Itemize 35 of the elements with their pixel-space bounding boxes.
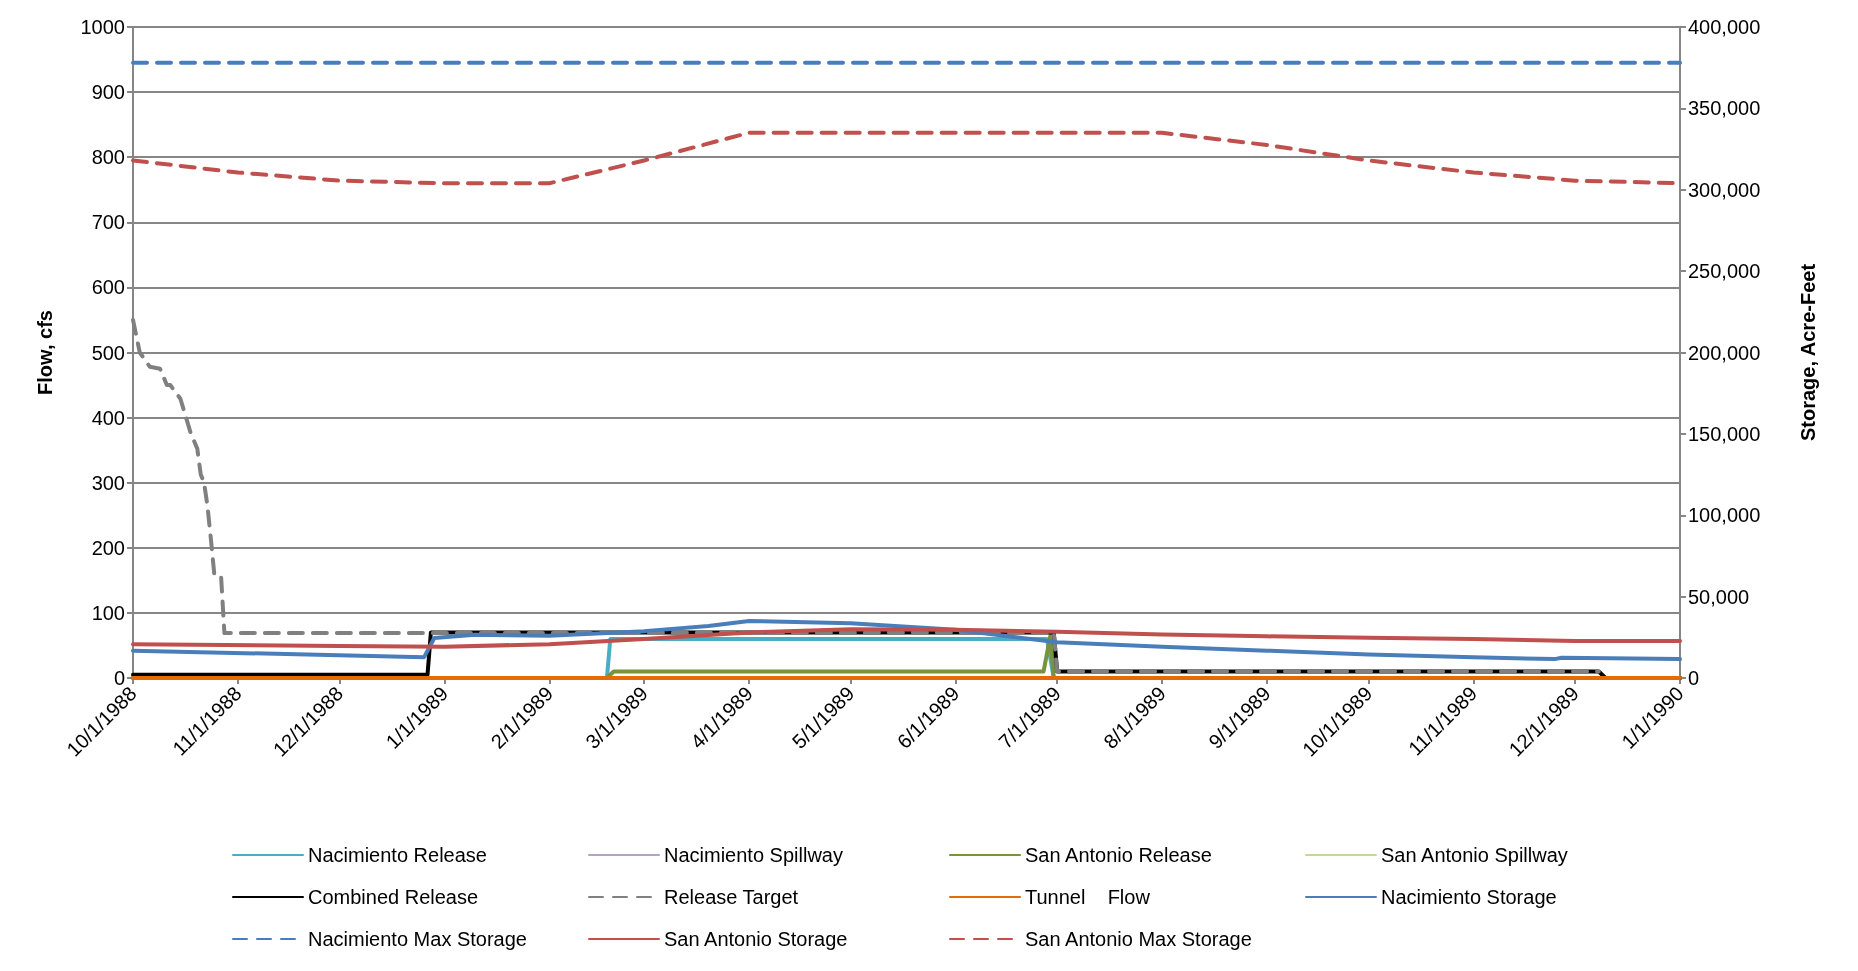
y2-tick-label: 250,000 (1688, 260, 1761, 283)
y-tick-label: 700 (91, 211, 125, 234)
y2-tick-label: 50,000 (1688, 585, 1750, 608)
y-tick-label: 1000 (80, 16, 125, 38)
y-tick-label: 500 (91, 341, 125, 364)
y-tick-label: 900 (91, 81, 125, 104)
y-axis-title: Flow, cfs (34, 310, 56, 395)
y-tick-label: 600 (91, 276, 125, 299)
legend-label: Nacimiento Spillway (664, 844, 843, 866)
y2-tick-label: 150,000 (1688, 422, 1761, 445)
y2-tick-label: 0 (1688, 667, 1700, 689)
legend-label: Release Target (664, 886, 799, 908)
y2-tick-label: 100,000 (1688, 504, 1761, 527)
y2-tick-label: 350,000 (1688, 97, 1761, 120)
y-tick-label: 300 (91, 471, 125, 494)
y-tick-label: 0 (113, 667, 125, 689)
y-tick-label: 200 (91, 536, 125, 559)
y2-tick-label: 200,000 (1688, 341, 1761, 364)
legend-label: San Antonio Release (1025, 844, 1212, 866)
legend-label: San Antonio Max Storage (1025, 928, 1252, 950)
legend-label: Nacimiento Storage (1381, 886, 1557, 908)
line-series (131, 627, 1682, 649)
y2-tick-label: 400,000 (1688, 16, 1761, 38)
legend-label: Tunnel Flow (1025, 886, 1151, 908)
line-series (131, 619, 1682, 662)
legend-label: Nacimiento Max Storage (308, 928, 527, 950)
y2-tick-label: 300,000 (1688, 178, 1761, 201)
legend-label: San Antonio Spillway (1381, 844, 1568, 866)
y2-axis-title: Storage, Acre-Feet (1797, 263, 1819, 442)
legend-label: Nacimiento Release (308, 844, 487, 866)
legend-label: Combined Release (308, 886, 479, 908)
legend-label: San Antonio Storage (664, 928, 848, 950)
y-tick-label: 400 (91, 406, 125, 429)
y-tick-label: 800 (91, 146, 125, 169)
y-tick-label: 100 (91, 601, 125, 624)
